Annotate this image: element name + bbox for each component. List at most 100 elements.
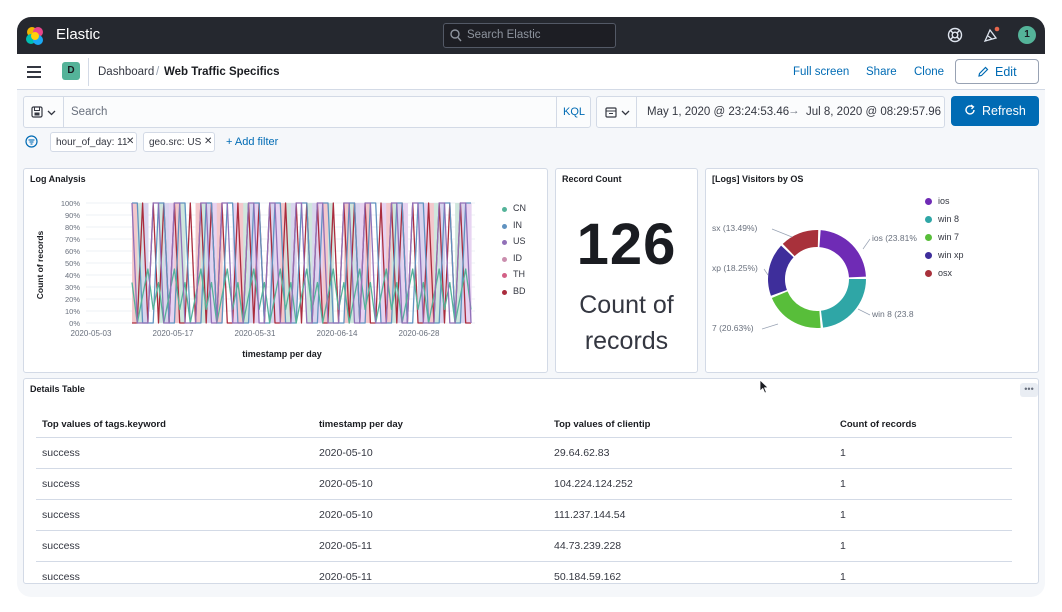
- query-language-button[interactable]: KQL: [556, 97, 591, 127]
- global-search-input[interactable]: Search Elastic: [443, 23, 616, 48]
- panel-title: Details Table: [30, 384, 85, 394]
- y-tick-label: 0%: [69, 319, 80, 328]
- legend-swatch: [502, 256, 507, 262]
- legend-label: win 8: [938, 214, 960, 224]
- legend-item[interactable]: win 7: [925, 232, 959, 242]
- label-leader-line: [857, 308, 871, 316]
- table-cell: 2020-05-10: [313, 437, 548, 469]
- x-tick-label: 2020-05-03: [71, 329, 112, 338]
- record-count-panel: Record Count 126 Count of records: [555, 168, 698, 373]
- table-cell: success: [36, 437, 313, 469]
- column-header[interactable]: Top values of tags.keyword: [36, 412, 313, 438]
- legend-swatch: [925, 252, 932, 259]
- app-frame: Elastic Search Elastic 1 D Dashboard: [17, 17, 1045, 597]
- add-filter-button[interactable]: + Add filter: [226, 136, 279, 148]
- space-avatar[interactable]: D: [62, 62, 80, 80]
- legend-swatch: [925, 270, 932, 277]
- edit-button[interactable]: Edit: [955, 59, 1039, 84]
- date-range-arrow: →: [788, 105, 800, 117]
- log-analysis-panel: Log Analysis 100% 90% 80% 70% 60% 50% 40% 30% 20…: [23, 168, 548, 373]
- share-link[interactable]: Share: [866, 66, 897, 78]
- table-cell: 29.64.62.83: [548, 437, 834, 469]
- panel-options-button[interactable]: •••: [1020, 383, 1038, 397]
- legend-item[interactable]: win 8: [925, 214, 959, 224]
- end-date[interactable]: Jul 8, 2020 @ 08:29:57.96: [806, 106, 942, 118]
- query-input[interactable]: Search: [71, 106, 108, 118]
- legend-label: IN: [513, 219, 522, 230]
- slice-label: xp (18.25%): [712, 263, 758, 273]
- full-screen-link[interactable]: Full screen: [793, 66, 850, 78]
- legend-item[interactable]: CN: [502, 203, 526, 213]
- y-tick-label: 100%: [61, 199, 81, 208]
- menu-toggle-icon[interactable]: [27, 66, 41, 78]
- column-header[interactable]: Count of records: [834, 412, 1012, 438]
- slice-label: win 8 (23.8: [871, 309, 914, 319]
- legend-item[interactable]: US: [502, 236, 526, 246]
- label-leader-line: [862, 238, 871, 250]
- y-tick-label: 10%: [65, 307, 80, 316]
- column-header[interactable]: timestamp per day: [313, 412, 548, 438]
- divider: [88, 58, 89, 86]
- refresh-button[interactable]: Refresh: [951, 96, 1039, 126]
- chevron-down-icon: [621, 110, 630, 116]
- legend-swatch: [502, 240, 507, 245]
- filter-pill-hour-of-day[interactable]: hour_of_day: 11 ✕: [50, 132, 137, 152]
- slice-label: 7 (20.63%): [712, 323, 754, 333]
- donut-slice[interactable]: [768, 245, 794, 296]
- help-icon[interactable]: [946, 26, 964, 44]
- table-row: success 2020-05-11 44.73.239.228 1: [36, 530, 1012, 562]
- user-avatar[interactable]: 1: [1018, 26, 1036, 44]
- quick-select-menu[interactable]: [597, 97, 637, 127]
- filter-pill-geo-src[interactable]: geo.src: US ✕: [143, 132, 215, 152]
- query-bar: Search KQL: [23, 96, 591, 128]
- metric-label: Count of records: [556, 287, 697, 359]
- elastic-logo-icon[interactable]: [25, 26, 45, 46]
- legend-item[interactable]: osx: [925, 268, 952, 278]
- log-analysis-chart: 100% 90% 80% 70% 60% 50% 40% 30% 20% 10% 0% 2020-0…: [35, 199, 475, 359]
- global-header: Elastic Search Elastic 1: [17, 17, 1045, 54]
- column-header[interactable]: Top values of clientip: [548, 412, 834, 438]
- slice-label: ios (23.81%: [872, 233, 917, 243]
- saved-query-menu[interactable]: [24, 97, 64, 127]
- clone-link[interactable]: Clone: [914, 66, 945, 78]
- filter-options-icon[interactable]: [25, 135, 38, 148]
- table-cell: 2020-05-11: [313, 530, 548, 562]
- legend-swatch: [925, 234, 932, 241]
- donut-slice[interactable]: [782, 230, 819, 257]
- legend-item[interactable]: BD: [502, 286, 526, 296]
- save-icon: [31, 106, 43, 118]
- legend-label: osx: [938, 268, 953, 278]
- y-tick-label: 60%: [65, 247, 80, 256]
- x-axis-label: timestamp per day: [242, 349, 322, 359]
- donut-slice[interactable]: [820, 279, 866, 328]
- close-icon[interactable]: ✕: [204, 136, 213, 147]
- legend-swatch: [502, 273, 507, 278]
- breadcrumb-current: Web Traffic Specifics: [164, 66, 280, 78]
- legend-item[interactable]: IN: [502, 220, 522, 230]
- legend-item[interactable]: win xp: [925, 250, 964, 260]
- chevron-down-icon: [47, 110, 56, 116]
- calendar-icon: [605, 107, 617, 118]
- panel-title: [Logs] Visitors by OS: [712, 174, 804, 184]
- table-cell: success: [36, 561, 313, 583]
- details-table-panel: Details Table ••• Top values of tags.key…: [23, 378, 1039, 584]
- donut-slice[interactable]: [819, 230, 866, 278]
- series-line: [131, 202, 472, 324]
- donut-slice[interactable]: [771, 291, 821, 328]
- metric-label-line: records: [584, 327, 669, 355]
- refresh-icon: [965, 104, 975, 115]
- breadcrumb-dashboard[interactable]: Dashboard: [98, 66, 155, 78]
- series-line: [132, 202, 471, 324]
- slice-label: sx (13.49%): [712, 223, 758, 233]
- newsfeed-icon[interactable]: [982, 26, 1000, 44]
- start-date[interactable]: May 1, 2020 @ 23:24:53.46: [647, 106, 790, 118]
- legend-label: win 7: [938, 232, 960, 242]
- close-icon[interactable]: ✕: [126, 136, 135, 147]
- details-table: Top values of tags.keyword timestamp per…: [36, 412, 1012, 583]
- x-tick-label: 2020-06-28: [399, 329, 440, 338]
- legend-item[interactable]: ID: [502, 253, 522, 263]
- legend-item[interactable]: TH: [502, 269, 525, 279]
- legend-item[interactable]: ios: [925, 196, 950, 206]
- table-row: success 2020-05-10 29.64.62.83 1: [36, 437, 1012, 469]
- refresh-label: Refresh: [982, 104, 1026, 118]
